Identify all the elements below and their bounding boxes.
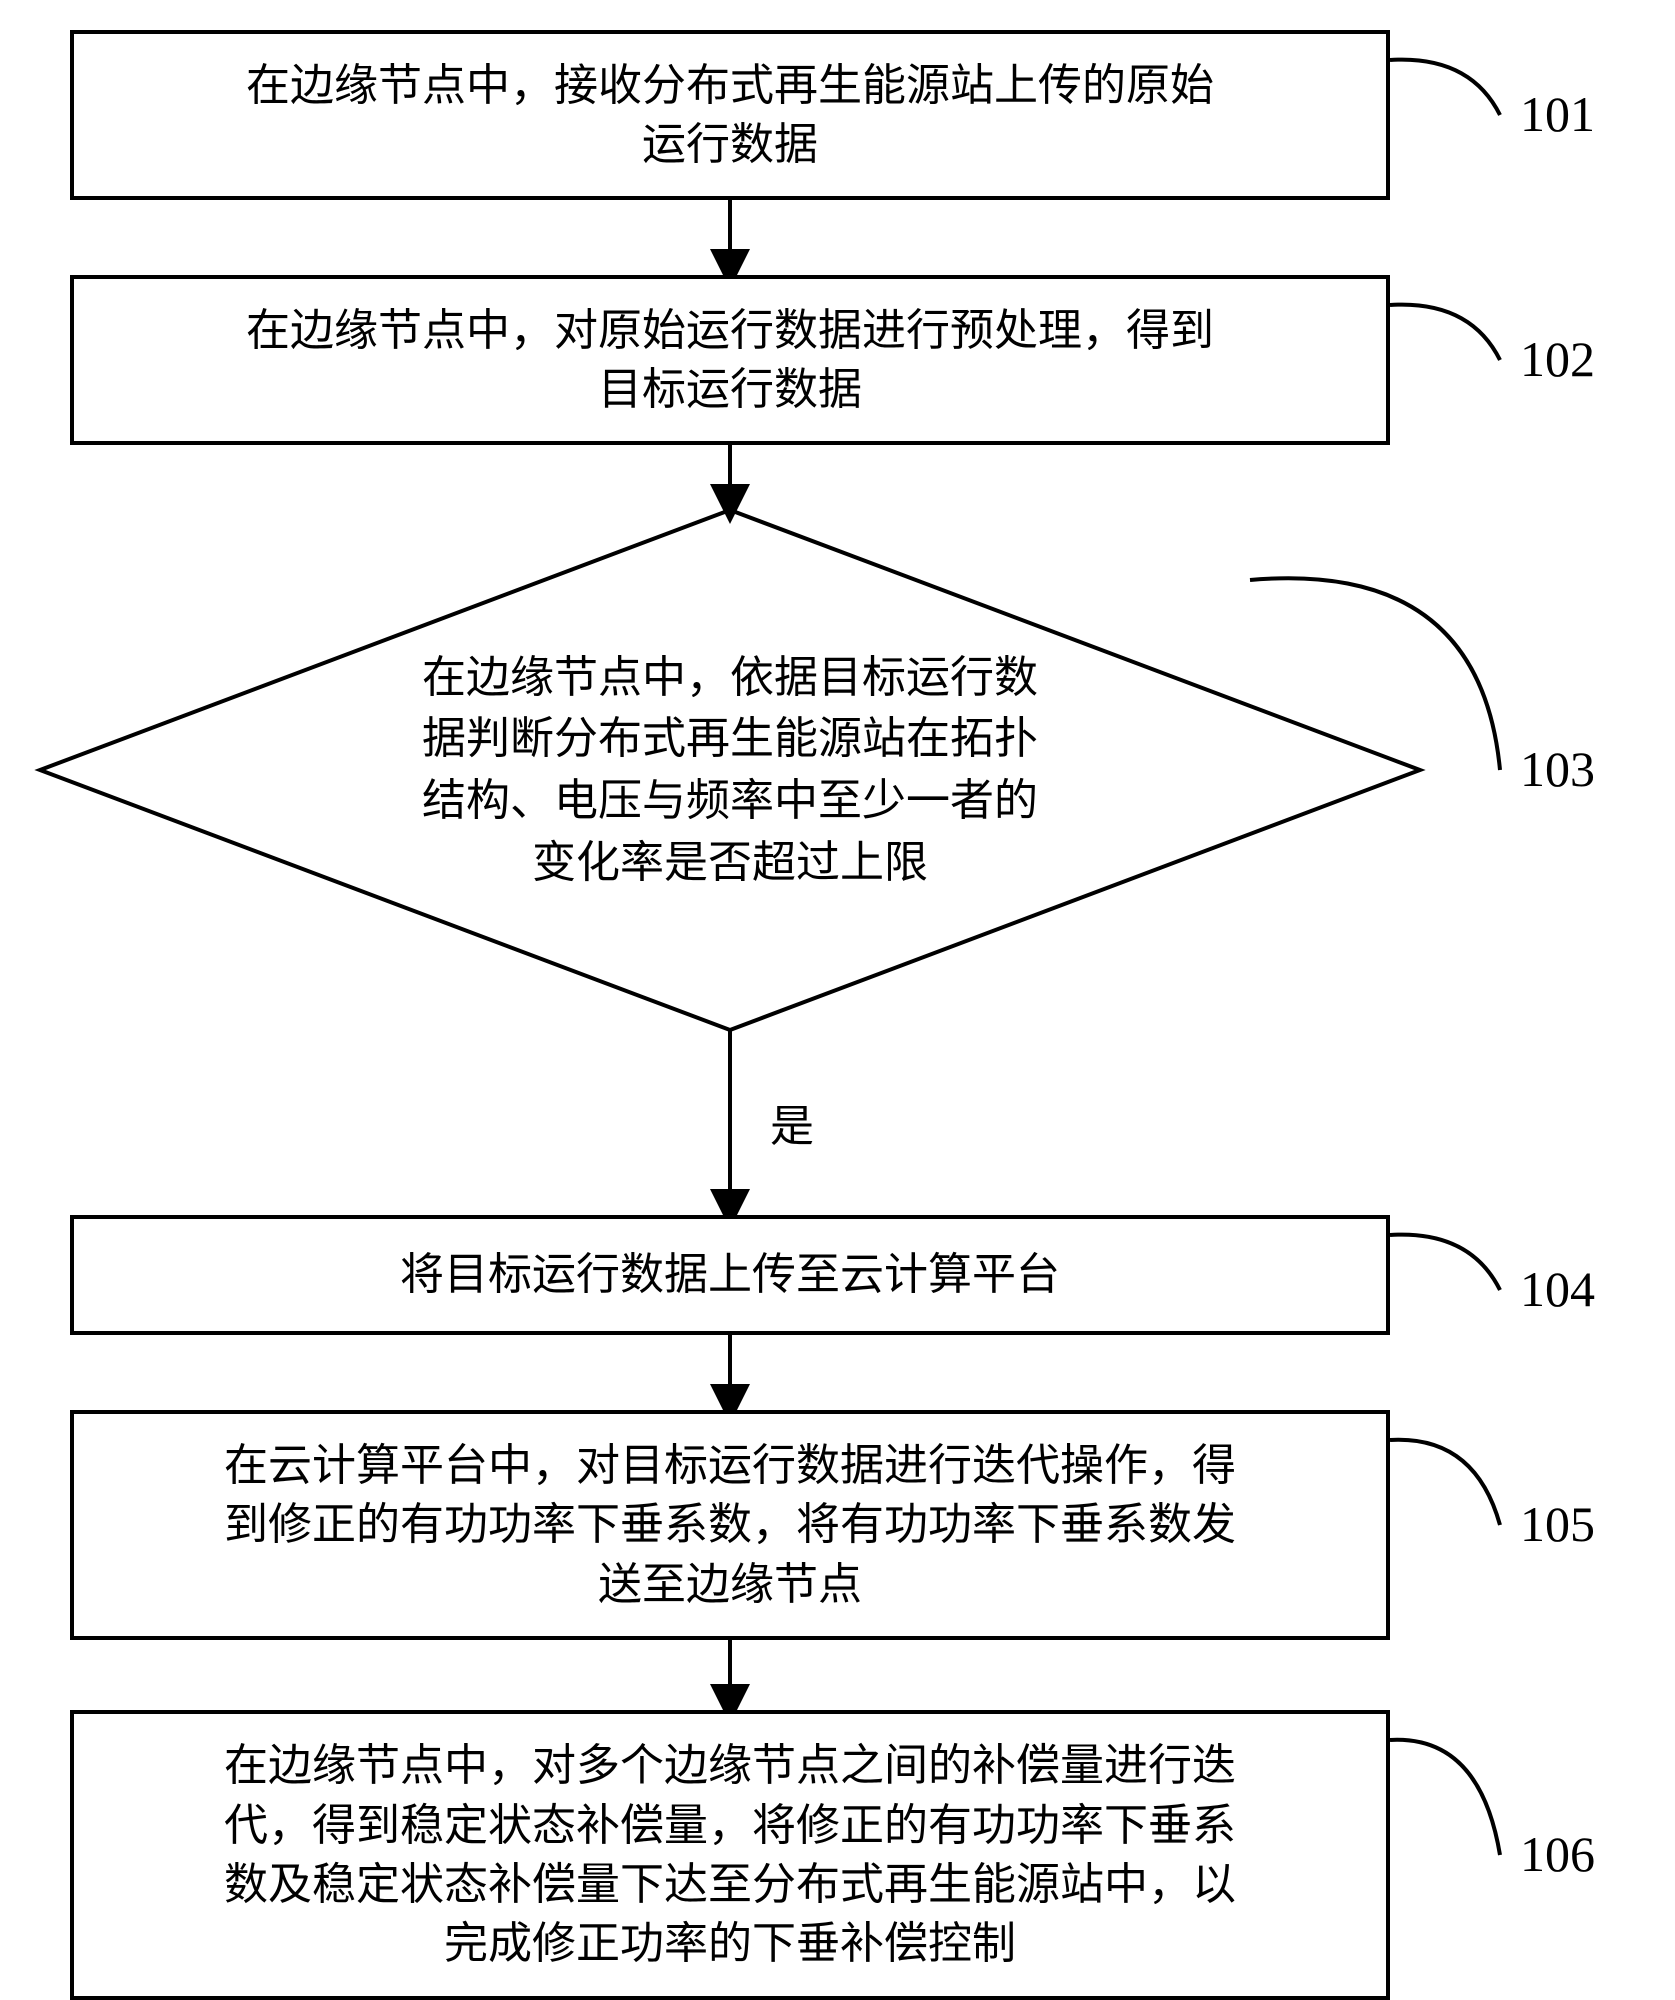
flowchart-canvas: 在边缘节点中，接收分布式再生能源站上传的原始运行数据在边缘节点中，对原始运行数据… [0, 0, 1675, 1932]
flow-step-text: 在云计算平台中，对目标运行数据进行迭代操作，得到修正的有功功率下垂系数，将有功功… [224, 1436, 1236, 1614]
flow-step-n106: 在边缘节点中，对多个边缘节点之间的补偿量进行迭代，得到稳定状态补偿量，将修正的有… [70, 1710, 1390, 2000]
flow-step-text: 在边缘节点中，对原始运行数据进行预处理，得到目标运行数据 [246, 301, 1214, 420]
flow-step-text: 将目标运行数据上传至云计算平台 [400, 1245, 1060, 1304]
flow-step-text: 在边缘节点中，接收分布式再生能源站上传的原始运行数据 [246, 56, 1214, 175]
flow-step-n102: 在边缘节点中，对原始运行数据进行预处理，得到目标运行数据 [70, 275, 1390, 445]
edge-label: 是 [770, 1090, 814, 1154]
flow-decision-text: 在边缘节点中，依据目标运行数据判断分布式再生能源站在拓扑结构、电压与频率中至少一… [422, 647, 1038, 893]
step-number-label: 103 [1520, 740, 1595, 798]
flow-step-n104: 将目标运行数据上传至云计算平台 [70, 1215, 1390, 1335]
step-number-label: 102 [1520, 330, 1595, 388]
flow-decision-n103: 在边缘节点中，依据目标运行数据判断分布式再生能源站在拓扑结构、电压与频率中至少一… [300, 620, 1160, 920]
flow-step-text: 在边缘节点中，对多个边缘节点之间的补偿量进行迭代，得到稳定状态补偿量，将修正的有… [224, 1736, 1236, 1974]
step-number-label: 101 [1520, 85, 1595, 143]
flow-step-n101: 在边缘节点中，接收分布式再生能源站上传的原始运行数据 [70, 30, 1390, 200]
flow-step-n105: 在云计算平台中，对目标运行数据进行迭代操作，得到修正的有功功率下垂系数，将有功功… [70, 1410, 1390, 1640]
step-number-label: 106 [1520, 1825, 1595, 1883]
step-number-label: 104 [1520, 1260, 1595, 1318]
step-number-label: 105 [1520, 1495, 1595, 1553]
